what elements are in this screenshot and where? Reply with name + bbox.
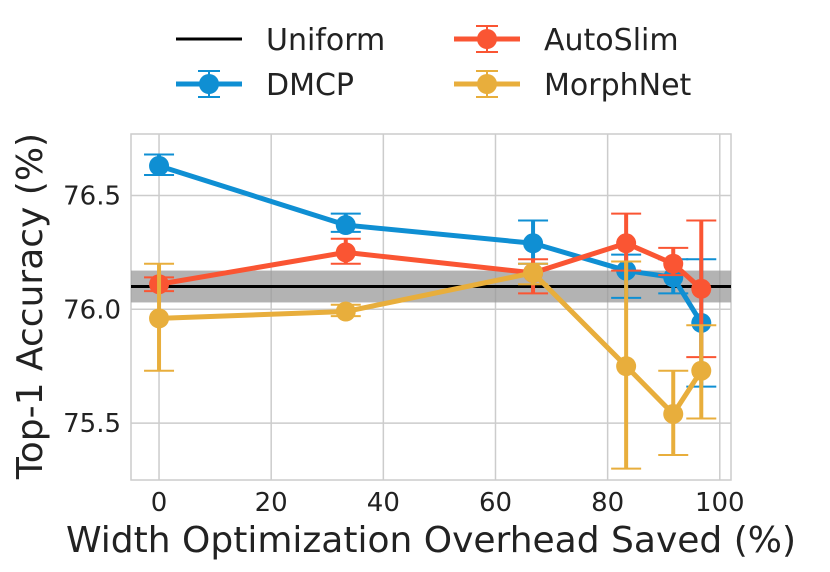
- morphnet-point: [523, 262, 544, 283]
- x-tick-label: 0: [151, 488, 168, 518]
- y-tick-labels: 75.5 76.0 76.5: [63, 181, 121, 439]
- legend-autoslim-marker: [477, 29, 497, 49]
- x-tick-label: 80: [591, 488, 624, 518]
- morphnet-point: [149, 308, 170, 329]
- legend-item-morphnet: MorphNet: [454, 68, 692, 103]
- x-tick-label: 60: [479, 488, 512, 518]
- x-tick-label: 100: [695, 488, 745, 518]
- dmcp-point: [523, 233, 544, 254]
- legend-morphnet-label: MorphNet: [544, 68, 692, 103]
- morphnet-point: [616, 356, 637, 377]
- autoslim-point: [691, 278, 712, 299]
- morphnet-point: [335, 301, 356, 322]
- series-morphnet: [144, 260, 717, 470]
- series-layer: [144, 153, 717, 470]
- morphnet-point: [691, 360, 712, 381]
- y-tick-label: 76.5: [63, 181, 121, 211]
- legend-autoslim-label: AutoSlim: [544, 23, 679, 58]
- legend-dmcp-marker: [199, 74, 219, 94]
- autoslim-point: [616, 233, 637, 254]
- legend: Uniform DMCP AutoSlim MorphNet: [176, 23, 692, 103]
- dmcp-point: [149, 155, 170, 176]
- legend-uniform-label: Uniform: [266, 23, 385, 58]
- morphnet-point: [663, 403, 684, 424]
- x-tick-labels: 0 20 40 60 80 100: [151, 488, 745, 518]
- grid: [131, 134, 731, 480]
- legend-morphnet-marker: [477, 74, 497, 94]
- legend-dmcp-label: DMCP: [266, 68, 354, 103]
- x-tick-label: 20: [255, 488, 288, 518]
- y-tick-label: 76.0: [63, 295, 121, 325]
- plot-area: [130, 133, 732, 481]
- y-axis-label: Top-1 Accuracy (%): [10, 133, 51, 480]
- dmcp-point: [335, 215, 356, 236]
- y-tick-label: 75.5: [63, 409, 121, 439]
- autoslim-point: [335, 242, 356, 263]
- autoslim-point: [663, 253, 684, 274]
- legend-item-uniform: Uniform: [176, 23, 385, 58]
- legend-item-autoslim: AutoSlim: [454, 23, 679, 58]
- legend-item-dmcp: DMCP: [176, 68, 354, 103]
- x-tick-label: 40: [367, 488, 400, 518]
- x-axis-label: Width Optimization Overhead Saved (%): [66, 520, 796, 561]
